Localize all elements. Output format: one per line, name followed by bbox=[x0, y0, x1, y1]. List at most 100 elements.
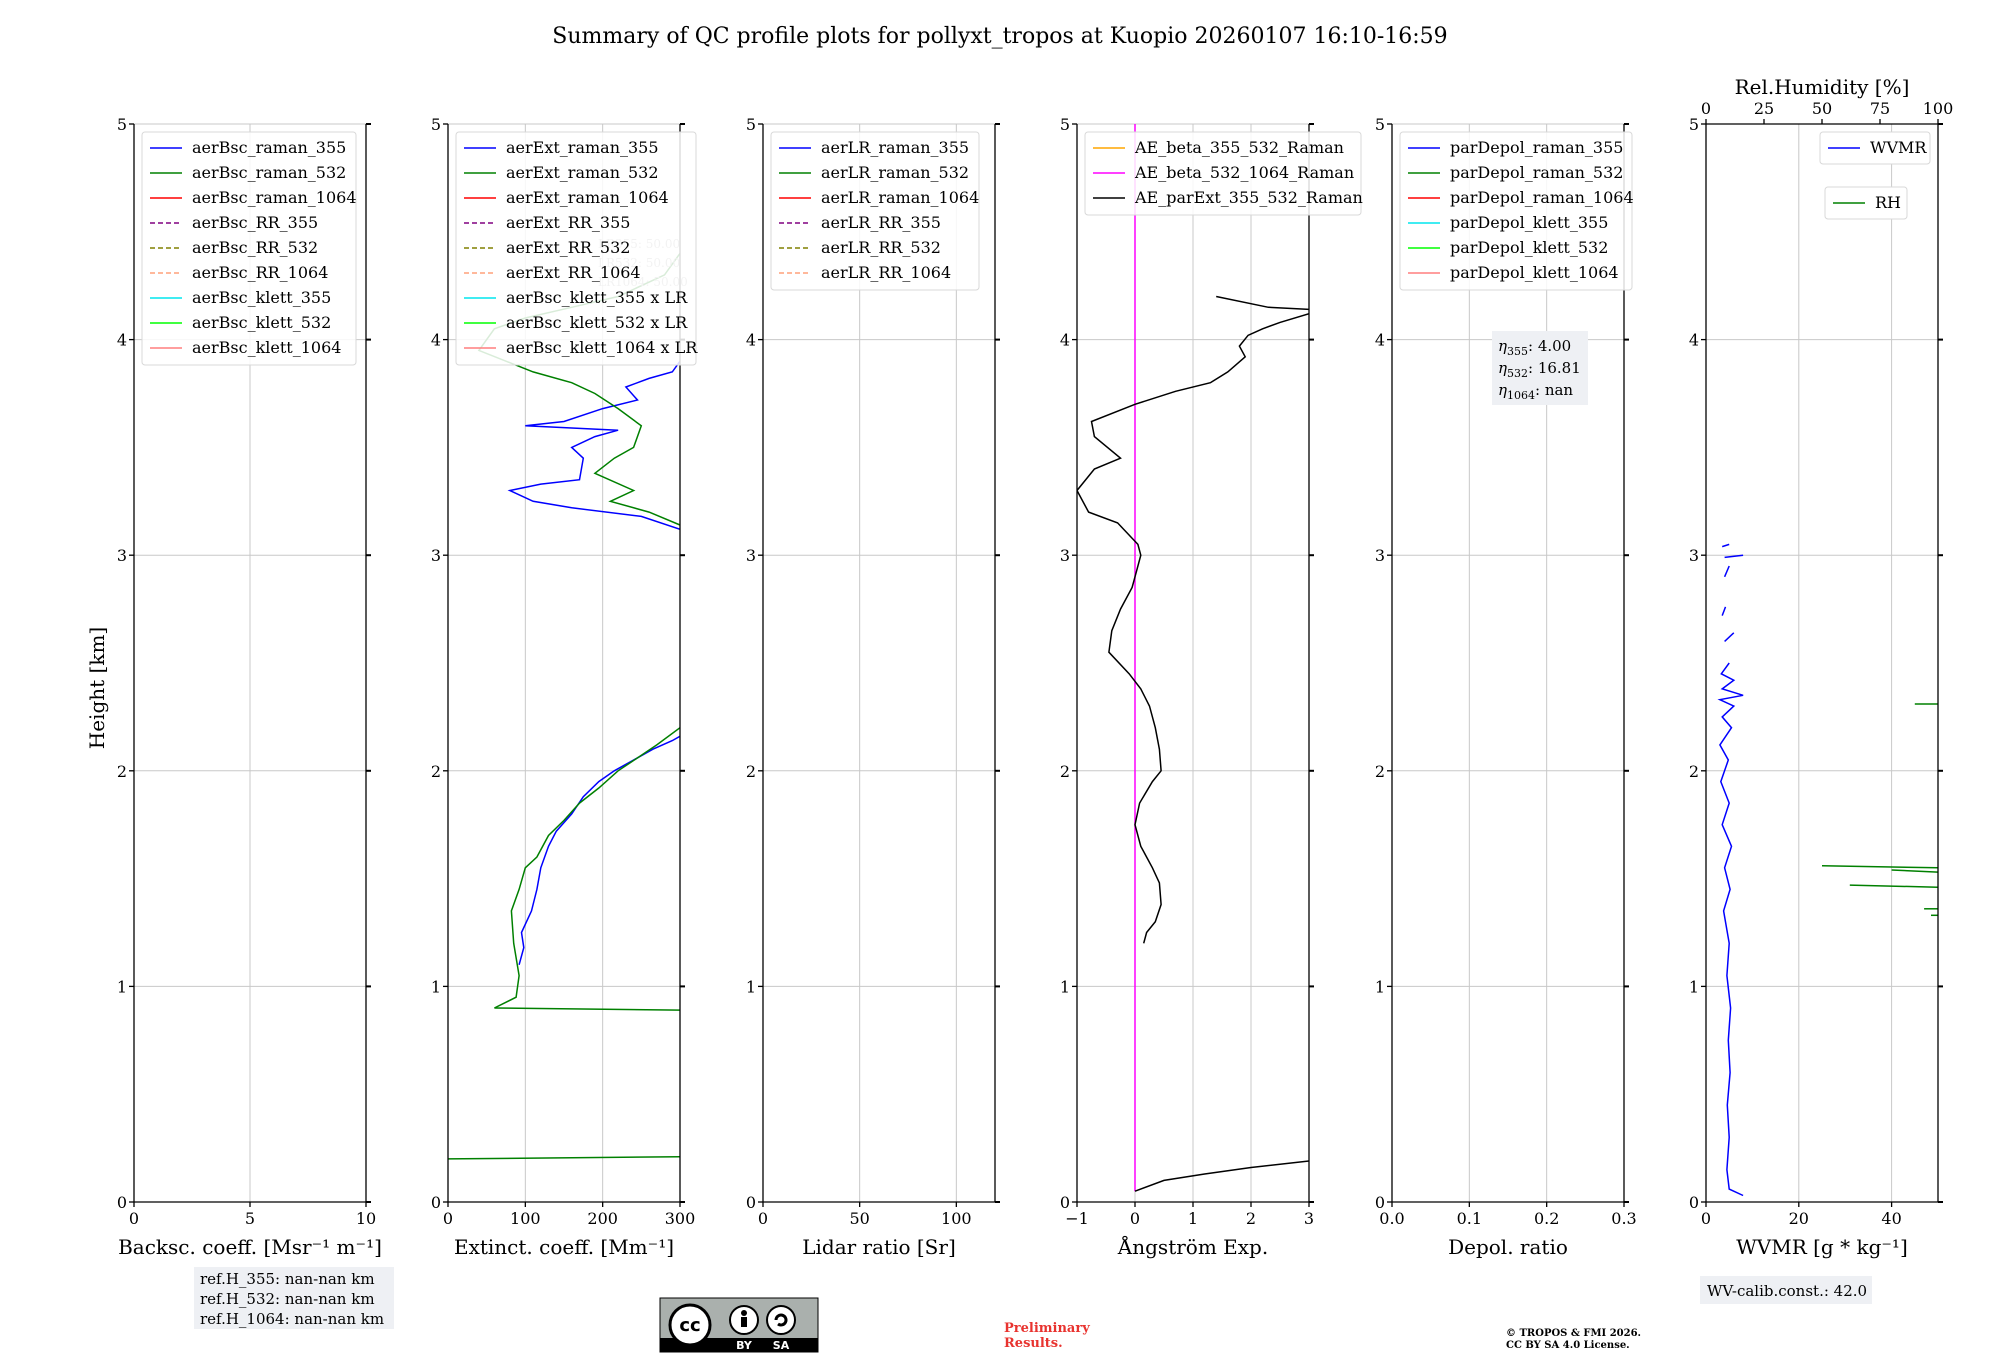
eta-value: : 4.00 bbox=[1528, 337, 1571, 355]
legend-frame bbox=[455, 131, 697, 366]
x-tick-label: 0 bbox=[1701, 1209, 1711, 1228]
eta-subscript: 532 bbox=[1507, 367, 1528, 380]
x-tick-label: 0 bbox=[1130, 1209, 1140, 1228]
legend-rh: RH bbox=[1824, 186, 1908, 220]
legend-entry: parDepol_klett_355 bbox=[1450, 213, 1608, 232]
y-tick-label: 3 bbox=[1060, 546, 1070, 565]
y-tick-label: 5 bbox=[1060, 115, 1070, 134]
y-tick-label: 2 bbox=[117, 762, 127, 781]
legend-entry: aerLR_RR_532 bbox=[821, 238, 941, 257]
eta-entry: η355: 4.00 bbox=[1498, 337, 1571, 358]
legend-depol: parDepol_raman_355 parDepol_raman_532 parD… bbox=[1399, 131, 1634, 291]
legend-frame bbox=[1819, 131, 1931, 165]
x-axis-label: WVMR [g * kg⁻¹] bbox=[1736, 1235, 1908, 1259]
legend-entry: AE_parExt_355_532_Raman bbox=[1134, 188, 1363, 207]
cc-license-badge: cc BY SA bbox=[659, 1297, 819, 1353]
legend-entry: aerBsc_klett_532 x LR bbox=[506, 313, 688, 332]
top-x-tick-label: 0 bbox=[1701, 99, 1711, 118]
series-RH_3 bbox=[1849, 884, 1938, 888]
x-tick-label: 3 bbox=[1304, 1209, 1314, 1228]
y-tick-label: 4 bbox=[431, 331, 441, 350]
x-axis-label: Ångström Exp. bbox=[1117, 1234, 1268, 1259]
legend-entry: aerBsc_raman_532 bbox=[192, 163, 346, 182]
eta-subscript: 355 bbox=[1507, 345, 1528, 358]
legend-entry: aerLR_RR_1064 bbox=[821, 263, 951, 282]
legend-entry: aerBsc_klett_355 bbox=[192, 288, 331, 307]
legend-entry: aerBsc_RR_355 bbox=[192, 213, 318, 232]
top-x-axis-label: Rel.Humidity [%] bbox=[1735, 75, 1910, 99]
legend-entry: aerLR_raman_532 bbox=[821, 163, 969, 182]
y-tick-label: 3 bbox=[1375, 546, 1385, 565]
legend-entry: aerExt_raman_1064 bbox=[506, 188, 669, 207]
x-axis-label: Extinct. coeff. [Mm⁻¹] bbox=[454, 1235, 674, 1259]
ref-height-1064: ref.H_1064: nan-nan km bbox=[200, 1310, 384, 1328]
eta-entry: η1064: nan bbox=[1498, 381, 1573, 402]
legend-entry: aerExt_raman_355 bbox=[506, 138, 659, 157]
x-tick-label: 0 bbox=[129, 1209, 139, 1228]
legend-entry: AE_beta_532_1064_Raman bbox=[1134, 163, 1354, 182]
legend-entry: aerBsc_klett_532 bbox=[192, 313, 331, 332]
series-WVMR_frag4 bbox=[1724, 554, 1744, 559]
legend-entry: aerLR_raman_355 bbox=[821, 138, 969, 157]
series-AE_parExt_355_532_Raman bbox=[1134, 1160, 1309, 1192]
x-tick-label: 1 bbox=[1188, 1209, 1198, 1228]
wv-calib-box: WV-calib.const.: 42.0 bbox=[1700, 1276, 1872, 1304]
series-WVMR_frag1 bbox=[1724, 632, 1735, 642]
y-tick-label: 2 bbox=[1689, 762, 1699, 781]
preliminary-note-line1: Preliminary bbox=[1004, 1321, 1090, 1336]
x-tick-label: 2 bbox=[1246, 1209, 1256, 1228]
legend-entry: parDepol_klett_532 bbox=[1450, 238, 1608, 257]
series-aerExt_raman_355_upper bbox=[507, 360, 680, 531]
y-tick-label: 0 bbox=[1060, 1193, 1070, 1212]
x-axis-label: Lidar ratio [Sr] bbox=[802, 1235, 956, 1259]
eta-symbol: η bbox=[1498, 359, 1507, 377]
y-tick-label: 1 bbox=[431, 977, 441, 996]
legend-entry: RH bbox=[1875, 193, 1901, 212]
top-x-tick-label: 100 bbox=[1923, 99, 1954, 118]
eta-subscript: 1064 bbox=[1507, 389, 1535, 402]
eta-value: : nan bbox=[1535, 381, 1573, 399]
x-tick-label: 50 bbox=[849, 1209, 869, 1228]
copyright-line1: © TROPOS & FMI 2026. bbox=[1506, 1328, 1641, 1339]
series-group-ae bbox=[1077, 124, 1309, 1192]
x-tick-label: 300 bbox=[665, 1209, 696, 1228]
copyright-line2: CC BY SA 4.0 License. bbox=[1506, 1340, 1630, 1351]
series-group-wv bbox=[1717, 543, 1938, 1197]
series-aerExt_raman_532_low_2 bbox=[448, 1155, 680, 1160]
cc-by-label: BY bbox=[736, 1339, 753, 1352]
x-tick-label: 0 bbox=[758, 1209, 768, 1228]
y-tick-label: 5 bbox=[1375, 115, 1385, 134]
eta-symbol: η bbox=[1498, 381, 1507, 399]
y-tick-label: 2 bbox=[431, 762, 441, 781]
y-tick-label: 1 bbox=[1689, 977, 1699, 996]
legend-entry: aerLR_RR_355 bbox=[821, 213, 941, 232]
cc-mark: cc bbox=[679, 1315, 700, 1336]
legend-entry: aerLR_raman_1064 bbox=[821, 188, 979, 207]
legend-entry: aerBsc_RR_532 bbox=[192, 238, 318, 257]
y-tick-label: 1 bbox=[117, 977, 127, 996]
panel-bsc: 0 1 2 3 4 5 0 5 10 Backsc. coeff. [Msr⁻¹ m⁻¹] aerB… bbox=[117, 115, 382, 1259]
eta-box-frame bbox=[1492, 331, 1588, 405]
legend-entry: aerBsc_klett_1064 x LR bbox=[506, 338, 698, 357]
legend-entry: AE_beta_355_532_Raman bbox=[1134, 138, 1344, 157]
series-WVMR bbox=[1717, 662, 1744, 1197]
legend-entry: aerExt_raman_532 bbox=[506, 163, 659, 182]
legend-entry: aerBsc_RR_1064 bbox=[192, 263, 328, 282]
wv-calib-const: WV-calib.const.: 42.0 bbox=[1707, 1282, 1867, 1300]
legend-wvmr: WVMR bbox=[1819, 131, 1931, 165]
legend-ae: AE_beta_355_532_Raman AE_beta_532_1064_Ra… bbox=[1084, 131, 1363, 216]
y-tick-label: 3 bbox=[117, 546, 127, 565]
x-tick-label: 40 bbox=[1881, 1209, 1901, 1228]
figure-title: Summary of QC profile plots for pollyxt_… bbox=[552, 24, 1447, 49]
series-RH_2b bbox=[1891, 869, 1938, 873]
series-AE_parExt_355_532_Raman_top bbox=[1216, 295, 1309, 311]
y-tick-label: 4 bbox=[117, 331, 127, 350]
legend-frame bbox=[141, 131, 357, 366]
y-tick-label: 2 bbox=[1060, 762, 1070, 781]
legend-frame bbox=[1084, 131, 1362, 216]
legend-frame bbox=[1824, 186, 1908, 220]
